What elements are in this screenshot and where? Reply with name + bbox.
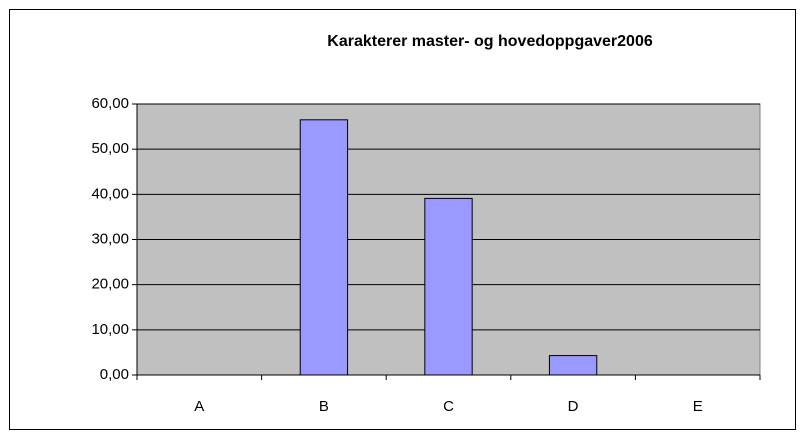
chart-title: Karakterer master- og hovedoppgaver2006: [327, 33, 653, 50]
x-tick-label: E: [693, 398, 703, 415]
y-tick-label: 60,00: [91, 95, 129, 112]
x-tick-label: D: [568, 398, 579, 415]
y-tick-label: 20,00: [91, 276, 129, 293]
y-tick-label: 10,00: [91, 321, 129, 338]
x-tick-label: C: [443, 398, 454, 415]
y-tick-label: 50,00: [91, 140, 129, 157]
bar: [424, 197, 473, 376]
y-tick-label: 40,00: [91, 185, 129, 202]
y-tick-label: 0,00: [100, 366, 129, 383]
y-tick-label: 30,00: [91, 230, 129, 247]
x-tick-label: B: [319, 398, 329, 415]
bar: [299, 119, 349, 376]
bar: [548, 355, 598, 376]
x-tick-label: A: [194, 398, 204, 415]
